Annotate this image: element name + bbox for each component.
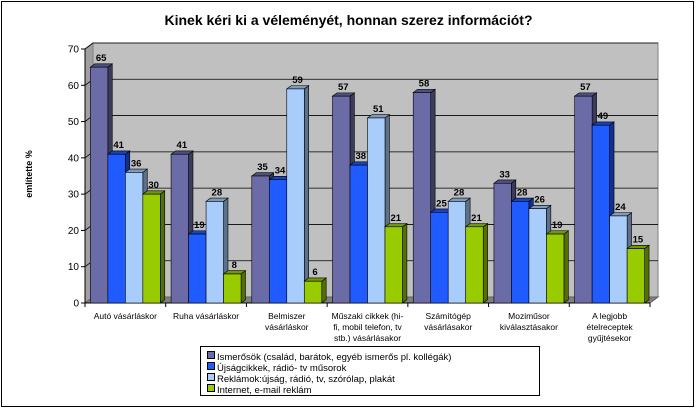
data-label: 65 xyxy=(96,53,107,64)
data-label: 6 xyxy=(312,267,317,278)
bar xyxy=(141,190,166,304)
data-label: 57 xyxy=(338,82,349,93)
data-label: 24 xyxy=(615,202,626,213)
x-tick-label: Számítógép vásárlásakor xyxy=(424,311,473,332)
bar xyxy=(285,85,310,304)
data-label: 36 xyxy=(131,158,142,169)
y-tick-label: 30 xyxy=(68,190,80,201)
bar xyxy=(545,230,570,304)
data-label: 34 xyxy=(275,166,286,177)
data-label: 38 xyxy=(355,151,366,162)
legend: Ismerősök (család, barátok, egyéb ismerő… xyxy=(200,346,540,396)
data-label: 28 xyxy=(454,187,465,198)
data-label: 21 xyxy=(471,213,482,224)
data-label: 26 xyxy=(534,195,545,206)
data-label: 15 xyxy=(633,235,644,246)
bar xyxy=(222,270,247,304)
x-tick-label: Moziműsor kiválasztásakor xyxy=(499,311,558,332)
data-label: 8 xyxy=(232,260,237,271)
legend-item: Ismerősök (család, barátok, egyéb ismerő… xyxy=(207,351,539,363)
data-label: 57 xyxy=(580,82,591,93)
y-tick-label: 10 xyxy=(68,262,80,273)
data-label: 19 xyxy=(194,220,205,231)
data-label: 21 xyxy=(390,213,401,224)
data-label: 28 xyxy=(517,187,528,198)
x-tick-label: A legjobb ételreceptek gyűjtésekor xyxy=(586,311,633,343)
legend-item: Internet, e-mail reklám xyxy=(207,384,539,396)
bar xyxy=(384,222,408,304)
y-tick-label: 0 xyxy=(73,299,79,310)
legend-swatch xyxy=(207,384,215,392)
data-label: 19 xyxy=(552,220,563,231)
gridline xyxy=(84,42,658,50)
y-tick-label: 70 xyxy=(68,45,80,56)
legend-swatch xyxy=(207,351,215,359)
data-label: 30 xyxy=(148,180,159,191)
chart-title: Kinek kéri ki a véleményét, honnan szere… xyxy=(164,12,533,28)
x-tick-label: Műszaki cikkek (hi-fi, mobil telefon, tv… xyxy=(331,311,404,343)
data-label: 33 xyxy=(499,169,510,180)
data-label: 41 xyxy=(113,140,124,151)
x-tick-label: Autó vásárláskor xyxy=(93,311,157,321)
legend-item: Újságcikkek, rádió- tv műsorok xyxy=(207,362,539,374)
data-label: 25 xyxy=(436,198,447,209)
legend-swatch xyxy=(207,373,215,381)
bar xyxy=(464,222,489,304)
data-label: 28 xyxy=(212,187,223,198)
data-label: 58 xyxy=(419,79,430,90)
y-tick-label: 40 xyxy=(68,153,80,164)
legend-swatch xyxy=(207,362,215,370)
bar xyxy=(626,244,650,304)
data-label: 59 xyxy=(292,75,303,86)
bar xyxy=(303,277,328,304)
data-label: 49 xyxy=(598,111,609,122)
bar xyxy=(412,88,437,304)
legend-label: Újságcikkek, rádió- tv műsorok xyxy=(217,363,347,374)
data-label: 51 xyxy=(373,104,384,115)
x-tick-label: Ruha vásárláskor xyxy=(172,311,240,321)
y-tick-label: 50 xyxy=(68,117,80,128)
legend-label: Ismerősök (család, barátok, egyéb ismerő… xyxy=(217,352,452,363)
data-label: 35 xyxy=(257,162,268,173)
y-tick-label: 20 xyxy=(68,226,80,237)
y-tick-label: 60 xyxy=(68,81,80,92)
data-label: 41 xyxy=(177,140,188,151)
x-tick-label: Belmiszer vásárláskor xyxy=(265,311,309,332)
legend-label: Internet, e-mail reklám xyxy=(217,385,312,396)
legend-label: Reklámok:újság, rádió, tv, szórólap, pla… xyxy=(217,374,395,385)
legend-item: Reklámok:újság, rádió, tv, szórólap, pla… xyxy=(207,373,539,385)
